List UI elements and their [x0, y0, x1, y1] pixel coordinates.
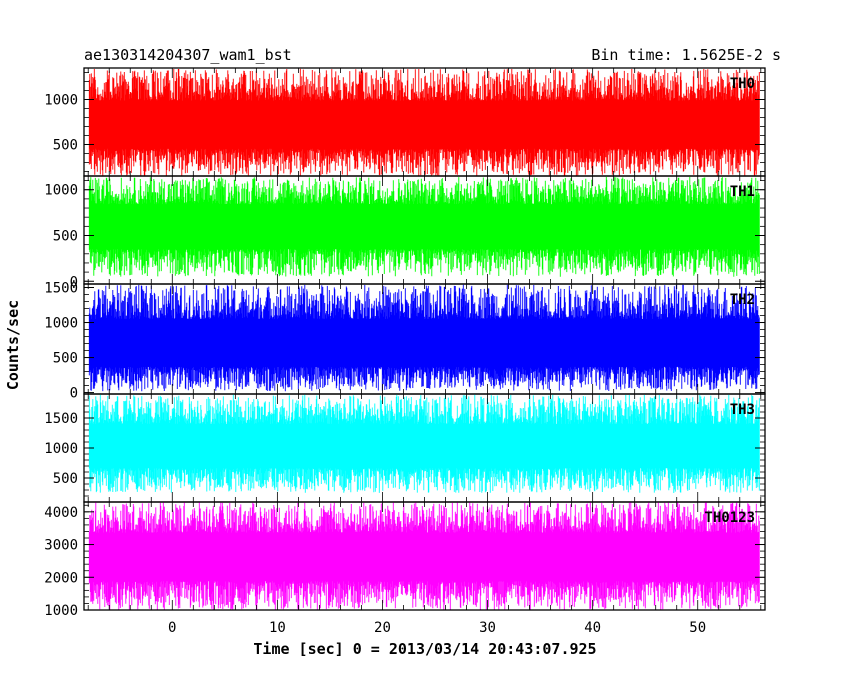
- series-label: TH0: [730, 76, 755, 92]
- panel-th3: 500 1000 1500 TH3: [44, 393, 766, 503]
- series-th2-line: [88, 284, 760, 392]
- y-tick-label: 1000: [44, 316, 78, 332]
- y-tick-label: 500: [53, 471, 78, 487]
- y-tick-label: 500: [53, 351, 78, 367]
- y-tick-label: 1500: [44, 281, 78, 297]
- panel-th0123: 1000 2000 3000 4000 TH0123: [44, 501, 766, 619]
- panel-th0: 500 1000 TH0: [44, 67, 766, 177]
- series-label: TH2: [730, 292, 755, 308]
- series-label: TH1: [730, 184, 755, 200]
- x-tick-label: 30: [479, 620, 496, 636]
- chart-title-right: Bin time: 1.5625E-2 s: [591, 46, 781, 64]
- y-tick-label: 1000: [44, 441, 78, 457]
- chart-title-left: ae130314204307_wam1_bst: [84, 46, 292, 64]
- y-tick-label: 1000: [44, 183, 78, 199]
- series-th1-line: [88, 176, 760, 277]
- y-tick-label: 1000: [44, 93, 78, 109]
- y-tick-label: 2000: [44, 570, 78, 586]
- y-tick-label: 0: [70, 386, 78, 402]
- series-th0-line: [88, 68, 760, 176]
- x-tick-label: 0: [168, 620, 176, 636]
- y-tick-label: 3000: [44, 538, 78, 554]
- x-tick-label: 40: [584, 620, 601, 636]
- y-tick-label: 500: [53, 228, 78, 244]
- y-tick-label: 1500: [44, 411, 78, 427]
- series-label: TH0123: [704, 510, 755, 526]
- x-axis-title: Time [sec] 0 = 2013/03/14 20:43:07.925: [253, 640, 596, 658]
- y-tick-label: 0: [70, 274, 78, 290]
- y-tick-label: 500: [53, 138, 78, 154]
- series-label: TH3: [730, 402, 755, 418]
- y-axis-title: Counts/sec: [4, 300, 22, 390]
- panel-th1: 0 500 1000 TH1: [44, 175, 766, 290]
- panel-th2: 0 500 1000 1500 TH2: [44, 281, 766, 402]
- y-tick-label: 4000: [44, 505, 78, 521]
- series-th3-line: [88, 394, 760, 493]
- x-axis: 0 10 20 30 40 50: [168, 620, 706, 636]
- series-th0123-line: [88, 502, 760, 610]
- x-tick-label: 50: [689, 620, 706, 636]
- panels-group: 500 1000 TH0 0 500 1000 TH1 0 500 1000 1500 TH2 500 1…: [44, 67, 766, 619]
- x-tick-label: 10: [269, 620, 286, 636]
- x-tick-label: 20: [374, 620, 391, 636]
- y-tick-label: 1000: [44, 603, 78, 619]
